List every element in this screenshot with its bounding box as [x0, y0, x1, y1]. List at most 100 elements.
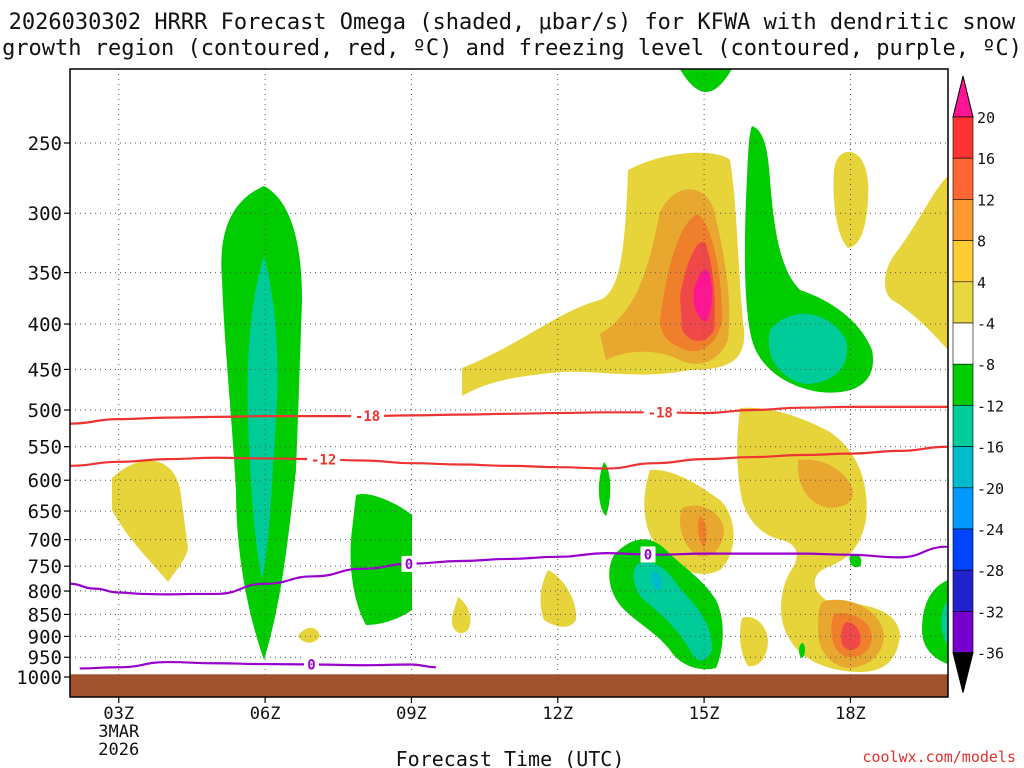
- omega-region: [598, 462, 611, 516]
- omega-region: [799, 643, 805, 658]
- y-tick-label: 1000: [16, 667, 62, 689]
- y-tick-label: 300: [28, 203, 62, 225]
- colorbar-band: [952, 116, 974, 159]
- omega-region: [797, 459, 853, 508]
- colorbar-band: [952, 528, 974, 571]
- credit-link[interactable]: coolwx.com/models: [862, 748, 1016, 766]
- y-tick-label: 400: [28, 314, 62, 336]
- contour-label: -18: [355, 409, 380, 425]
- colorbar-band: [952, 363, 974, 406]
- colorbar-level-label: -12: [977, 397, 1004, 415]
- omega-region: [680, 69, 732, 92]
- x-tick-sublabel: 3MAR: [98, 722, 140, 742]
- contour-label-background: [351, 408, 385, 425]
- omega-colorbar: 20 16 12 8 4 -4 -8 -12 -16 -20 -24 -28 -32 -36: [952, 75, 1004, 693]
- colorbar-level-label: -16: [977, 439, 1004, 457]
- contour-line: [70, 445, 948, 470]
- colorbar-band: [952, 281, 974, 324]
- plot-area: -18 -18 -12 0 0 0: [70, 69, 948, 697]
- colorbar-band: [952, 611, 974, 653]
- y-tick-label: 850: [28, 604, 62, 626]
- y-tick-label: 800: [28, 581, 62, 603]
- omega-region: [693, 269, 713, 322]
- contour-line: [70, 545, 948, 596]
- x-tick-label: 03Z: [103, 704, 134, 724]
- colorbar-band: [952, 487, 974, 530]
- colorbar-level-label: 12: [977, 191, 995, 209]
- contour-label-background: [643, 404, 677, 421]
- omega-region: [768, 313, 847, 384]
- colorbar-level-label: 20: [977, 109, 995, 127]
- colorbar-level-label: -24: [977, 521, 1004, 539]
- x-tick-label: 06Z: [250, 704, 281, 724]
- contour-label: 0: [405, 557, 413, 573]
- y-tick-label: 600: [28, 470, 62, 492]
- omega-region: [247, 256, 278, 580]
- contour-line: [70, 405, 948, 425]
- x-tick-label: 15Z: [689, 704, 720, 724]
- y-axis: 2503003504004505005506006507007508008509…: [16, 133, 70, 689]
- contour-label-background: [640, 546, 656, 563]
- y-tick-label: 750: [28, 556, 62, 578]
- omega-region: [540, 570, 577, 627]
- colorbar-level-label: -32: [977, 603, 1004, 621]
- omega-region: [633, 562, 712, 661]
- contour-label-background: [307, 451, 341, 468]
- colorbar-bottom-arrow: [952, 652, 974, 693]
- omega-region: [922, 580, 948, 664]
- colorbar-band: [952, 157, 974, 200]
- omega-shading: [112, 69, 948, 672]
- colorbar-band: [952, 322, 974, 365]
- colorbar-top-arrow: [952, 75, 974, 118]
- y-tick-label: 950: [28, 647, 62, 669]
- colorbar-level-label: 16: [977, 150, 995, 168]
- contour-label-background: [303, 656, 319, 673]
- omega-region: [849, 554, 862, 568]
- colorbar-level-label: 4: [977, 274, 986, 292]
- chart-title-line-2: growth region (contoured, red, ºC) and f…: [2, 36, 1022, 61]
- y-tick-label: 500: [28, 400, 62, 422]
- x-axis-title: Forecast Time (UTC): [396, 747, 625, 768]
- colorbar-band: [952, 569, 974, 612]
- omega-region: [350, 494, 412, 625]
- colorbar-band: [952, 199, 974, 241]
- x-tick-label: 09Z: [396, 704, 427, 724]
- omega-region: [298, 627, 320, 643]
- contour-label: 0: [307, 657, 315, 673]
- colorbar-level-label: 8: [977, 233, 986, 251]
- temperature-contours: -18 -18 -12 0 0 0: [70, 404, 948, 673]
- colorbar-level-label: -36: [977, 645, 1004, 663]
- colorbar-band: [952, 240, 974, 283]
- contour-label-background: [401, 555, 417, 572]
- colorbar-band: [952, 405, 974, 447]
- omega-region: [112, 460, 188, 582]
- colorbar-level-label: -20: [977, 480, 1004, 498]
- contour-label: -12: [311, 452, 336, 468]
- y-tick-label: 450: [28, 359, 62, 381]
- ground-surface: [70, 674, 948, 697]
- x-tick-label: 12Z: [542, 704, 573, 724]
- x-tick-label: 18Z: [835, 704, 866, 724]
- y-tick-label: 250: [28, 133, 62, 155]
- chart-title-line-1: 2026030302 HRRR Forecast Omega (shaded, …: [9, 10, 1016, 35]
- omega-region: [740, 616, 768, 667]
- omega-region: [884, 176, 948, 350]
- omega-region: [451, 597, 471, 634]
- colorbar-band: [952, 446, 974, 489]
- omega-region: [941, 600, 948, 646]
- plot-frame: [69, 68, 949, 698]
- y-tick-label: 650: [28, 501, 62, 523]
- contour-label: -18: [648, 405, 673, 421]
- omega-region: [651, 571, 662, 591]
- y-tick-label: 350: [28, 263, 62, 285]
- colorbar-level-label: -8: [977, 356, 995, 374]
- y-tick-label: 700: [28, 530, 62, 552]
- y-tick-label: 900: [28, 626, 62, 648]
- contour-label: 0: [644, 547, 652, 563]
- colorbar-level-label: -28: [977, 562, 1004, 580]
- y-tick-label: 550: [28, 437, 62, 459]
- x-tick-sublabel: 2026: [98, 740, 139, 760]
- contour-line: [79, 660, 436, 670]
